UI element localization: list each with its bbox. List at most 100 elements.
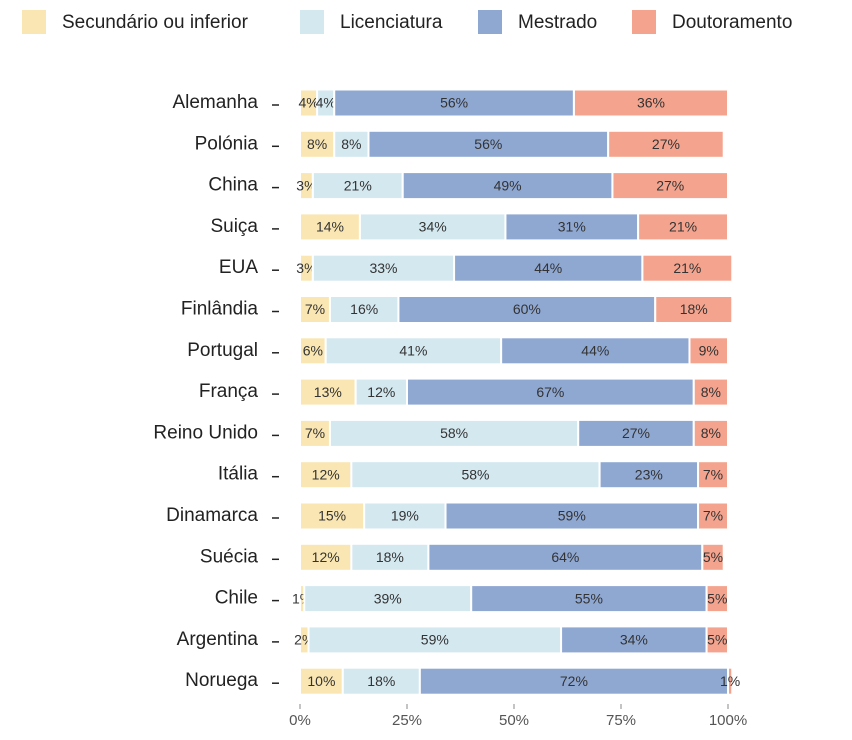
bar-segment <box>299 418 331 448</box>
bar-segment <box>654 295 734 324</box>
data-label: 31% <box>558 219 586 235</box>
y-tick-label: Suécia <box>200 546 259 567</box>
bar-segment <box>641 253 734 283</box>
data-label: 6% <box>303 343 323 359</box>
legend-swatch <box>22 10 46 34</box>
bar-segment <box>692 377 730 407</box>
data-label: 72% <box>560 673 588 689</box>
data-label: 8% <box>701 425 721 441</box>
y-tick-label: Polónia <box>195 133 259 154</box>
data-label: 3% <box>296 260 316 276</box>
data-label: 27% <box>622 425 650 441</box>
data-label: 13% <box>314 384 342 400</box>
y-tick-label: Noruega <box>185 670 258 691</box>
bar-segment <box>560 625 708 655</box>
data-label: 5% <box>707 632 727 648</box>
bar-segment <box>350 460 601 490</box>
data-label: 18% <box>376 549 404 565</box>
y-tick-label: Argentina <box>177 629 259 650</box>
data-label: 18% <box>680 301 708 317</box>
data-label: 58% <box>461 466 489 482</box>
data-label: 1% <box>720 673 740 689</box>
data-label: 36% <box>637 95 665 111</box>
bar-segment <box>697 460 729 490</box>
data-label: 12% <box>312 466 340 482</box>
bar-segment <box>705 584 729 614</box>
legend-swatch <box>632 10 656 34</box>
bar-segment <box>299 295 331 324</box>
data-label: 3% <box>296 177 316 193</box>
data-label: 55% <box>575 590 603 606</box>
data-label: 5% <box>707 590 727 606</box>
y-tick-label: Suiça <box>210 216 258 237</box>
bar-segment <box>328 418 580 448</box>
bar-segment <box>303 584 473 614</box>
legend-swatch <box>300 10 324 34</box>
bar-segment <box>328 295 400 324</box>
data-label: 44% <box>534 260 562 276</box>
data-label: 58% <box>440 425 468 441</box>
bar-segment <box>311 171 404 201</box>
data-label: 14% <box>316 219 344 235</box>
bar-segment <box>333 88 575 118</box>
data-label: 16% <box>350 301 378 317</box>
x-tick-label: 0% <box>289 712 311 729</box>
legend-swatch <box>478 10 502 34</box>
y-tick-label: EUA <box>219 257 258 278</box>
data-label: 27% <box>652 136 680 152</box>
y-tick-label: França <box>199 381 259 402</box>
data-label: 19% <box>391 508 419 524</box>
bar-segment <box>444 501 700 531</box>
bar-segment <box>705 625 729 655</box>
bar-segment <box>367 129 610 159</box>
data-label: 34% <box>620 632 648 648</box>
data-label: 59% <box>421 632 449 648</box>
bar-segment <box>637 212 729 242</box>
legend-label: Mestrado <box>518 12 597 33</box>
data-label: 49% <box>494 177 522 193</box>
data-label: 56% <box>440 95 468 111</box>
y-tick-label: Itália <box>218 464 259 485</box>
bar-segment <box>341 666 421 696</box>
bar-segment <box>598 460 700 490</box>
y-tick-label: Reino Unido <box>153 422 258 443</box>
legend-label: Secundário ou inferior <box>62 12 249 33</box>
bar-segment <box>299 542 353 572</box>
data-label: 5% <box>703 549 723 565</box>
y-tick-label: Alemanha <box>172 92 258 113</box>
data-label: 8% <box>701 384 721 400</box>
bar-segment <box>688 336 729 366</box>
data-label: 21% <box>344 177 372 193</box>
data-label: 59% <box>558 508 586 524</box>
bar-segment <box>500 336 691 366</box>
data-label: 27% <box>656 177 684 193</box>
data-label: 4% <box>316 95 336 111</box>
legend-label: Doutoramento <box>672 12 792 33</box>
bar-segment <box>401 171 614 201</box>
bar-segment <box>311 253 456 283</box>
data-label: 60% <box>513 301 541 317</box>
bar-segment <box>611 171 729 201</box>
bar-segment <box>607 129 725 159</box>
bar-segment <box>299 129 336 159</box>
y-tick-label: Finlândia <box>181 299 259 320</box>
bar-segment <box>427 542 704 572</box>
data-label: 56% <box>474 136 502 152</box>
data-label: 12% <box>312 549 340 565</box>
data-label: 64% <box>551 549 579 565</box>
data-label: 21% <box>673 260 701 276</box>
data-label: 15% <box>318 508 346 524</box>
bar-segment <box>701 542 725 572</box>
data-label: 7% <box>703 466 723 482</box>
bar-segment <box>333 129 370 159</box>
data-label: 33% <box>369 260 397 276</box>
bar-segment <box>307 625 563 655</box>
data-label: 23% <box>635 466 663 482</box>
data-label: 7% <box>305 301 325 317</box>
x-tick-label: 75% <box>606 712 636 729</box>
data-label: 10% <box>307 673 335 689</box>
bar-segment <box>453 253 644 283</box>
bar-segment <box>697 501 729 531</box>
bar-segment <box>692 418 730 448</box>
y-tick-label: Dinamarca <box>166 505 258 526</box>
